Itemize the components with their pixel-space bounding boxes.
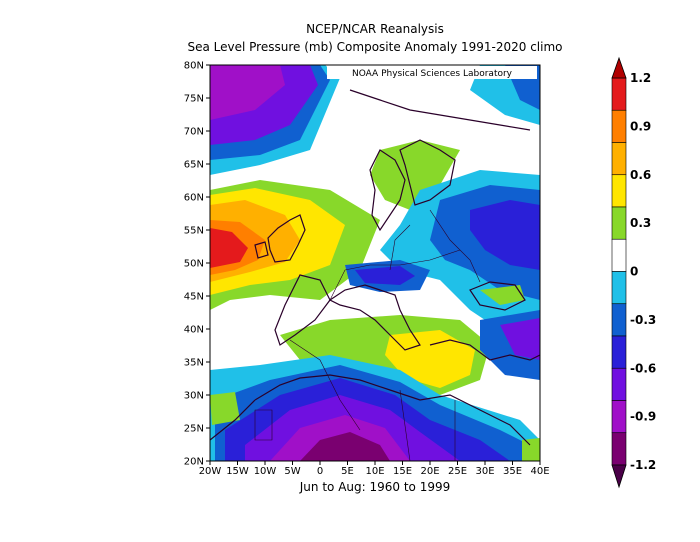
lon-tick-label: 5W (284, 466, 300, 477)
colorbar-segment (611, 109, 627, 143)
se-green (522, 438, 540, 461)
north-magenta (210, 65, 285, 120)
lat-tick-label: 65N (184, 160, 204, 171)
colorbar-segment (611, 142, 627, 176)
colorbar-segment (611, 303, 627, 337)
colorbar-label: 0.9 (630, 119, 651, 133)
lon-tick-label: 15E (393, 466, 412, 477)
lon-tick-label: 15W (226, 466, 249, 477)
lon-tick-label: 25E (448, 466, 467, 477)
lat-tick-label: 25N (184, 424, 204, 435)
lat-tick-label: 30N (184, 391, 204, 402)
atlantic-red (210, 228, 248, 268)
east-deep-blue (470, 200, 540, 270)
lat-tick-label: 75N (184, 94, 204, 105)
lon-tick-label: 10E (365, 466, 384, 477)
scandinavia-green (370, 140, 460, 210)
lon-tick-label: 20W (199, 466, 222, 477)
colorbar-segment (611, 367, 627, 401)
mideast-purple (500, 318, 540, 360)
lat-tick-label: 20N (184, 457, 204, 468)
lat-tick-label: 45N (184, 292, 204, 303)
colorbar-segment (611, 335, 627, 369)
lon-tick-label: 20E (420, 466, 439, 477)
colorbar: 1.2 0.9 0.6 0.3 0 -0.3 -0.6 -0.9 -1.2 (611, 56, 656, 489)
colorbar-segment (611, 432, 627, 466)
colorbar-label: -0.9 (630, 410, 656, 424)
central-deep-blue (355, 266, 415, 285)
credit-text: NOAA Physical Sciences Laboratory (352, 69, 513, 79)
colorbar-segment (611, 271, 627, 305)
lat-tick-label: 80N (184, 61, 204, 72)
lat-tick-label: 55N (184, 226, 204, 237)
lat-tick-label: 60N (184, 193, 204, 204)
colorbar-top-arrow (611, 56, 627, 79)
colorbar-segment (611, 238, 627, 272)
colorbar-label: 0.3 (630, 216, 651, 230)
colorbar-label: -0.3 (630, 313, 656, 327)
sahara-dark (300, 432, 390, 461)
lon-tick-label: 10W (254, 466, 277, 477)
anomaly-field (210, 65, 540, 461)
colorbar-label: -0.6 (630, 361, 656, 375)
colorbar-segment (611, 206, 627, 240)
chart-subtitle: Sea Level Pressure (mb) Composite Anomal… (187, 40, 563, 54)
colorbar-label: 0.6 (630, 168, 651, 182)
credit-box (327, 66, 537, 79)
colorbar-label: 0 (630, 265, 638, 279)
chart-title: NCEP/NCAR Reanalysis (306, 22, 444, 36)
canary-green (210, 392, 240, 425)
time-range-label: Jun to Aug: 1960 to 1999 (299, 480, 451, 494)
colorbar-segment (611, 400, 627, 434)
lat-tick-label: 40N (184, 325, 204, 336)
lon-tick-label: 30E (475, 466, 494, 477)
lat-tick-label: 70N (184, 127, 204, 138)
lat-tick-label: 35N (184, 358, 204, 369)
colorbar-segment (611, 77, 627, 111)
colorbar-bottom-arrow (611, 464, 627, 489)
lon-tick-label: 0 (317, 466, 323, 477)
colorbar-segment (611, 174, 627, 208)
lon-tick-label: 40E (530, 466, 549, 477)
colorbar-label: 1.2 (630, 71, 651, 85)
coastlines (210, 89, 540, 446)
longitude-axis: 20W 15W 10W 5W 0 5E 10E 15E 20E 25E 30E 35E 40E (199, 461, 550, 477)
latitude-axis: 80N 75N 70N 65N 60N 55N 50N 45N 40N 35N 30N 25N 20N (184, 61, 210, 468)
lon-tick-label: 35E (503, 466, 522, 477)
blacksea-green (480, 285, 525, 305)
lon-tick-label: 5E (341, 466, 354, 477)
colorbar-label: -1.2 (630, 458, 656, 472)
country-borders (254, 209, 481, 461)
lat-tick-label: 50N (184, 259, 204, 270)
med-yellow (385, 330, 475, 388)
